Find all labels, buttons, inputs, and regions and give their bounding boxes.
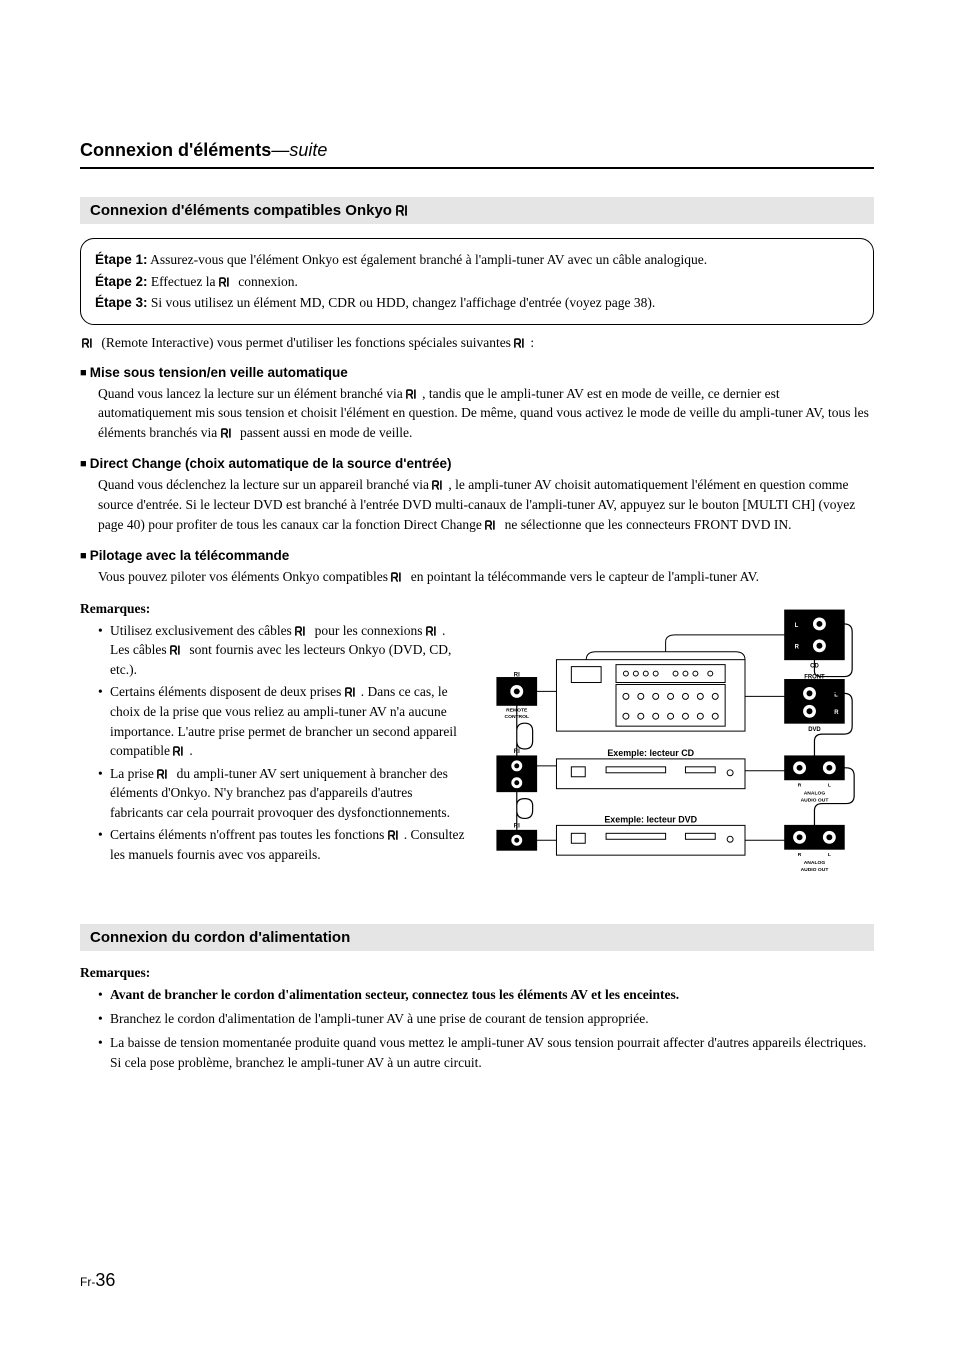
lbl-ex-dvd: Exemple: lecteur DVD	[604, 814, 697, 824]
sub1-a: Quand vous lancez la lecture sur un élém…	[98, 386, 406, 401]
remarques-list: Utilisez exclusivement des câbles pour l…	[80, 621, 467, 865]
lbl-ex-cd: Exemple: lecteur CD	[607, 748, 694, 758]
b2c: .	[189, 743, 192, 758]
step2-label: Étape 2:	[95, 274, 148, 289]
remarques-col: Remarques: Utilisez exclusivement des câ…	[80, 601, 467, 896]
lbl-dvd: DVD	[808, 727, 821, 733]
lbl-audioout: AUDIO OUT	[801, 797, 829, 803]
page-title: Connexion d'éléments—suite	[80, 140, 874, 169]
ri-icon	[345, 687, 361, 698]
steps-box: Étape 1: Assurez-vous que l'élément Onky…	[80, 238, 874, 325]
ri-icon	[170, 645, 186, 656]
title-suffix: —suite	[271, 140, 327, 160]
lbl-r: R	[834, 710, 839, 716]
step-3: Étape 3: Si vous utilisez un élément MD,…	[95, 292, 859, 314]
step3-text: Si vous utilisez un élément MD, CDR ou H…	[148, 295, 656, 310]
list-item: Avant de brancher le cordon d'alimentati…	[98, 985, 874, 1005]
b1b: pour les connexions	[311, 623, 426, 638]
power-b2: Branchez le cordon d'alimentation de l'a…	[110, 1011, 649, 1026]
remarques-diagram-row: Remarques: Utilisez exclusivement des câ…	[80, 601, 874, 896]
b3a: La prise	[110, 766, 157, 781]
ri-icon	[295, 626, 311, 637]
intro-a: (Remote Interactive) vous permet d'utili…	[98, 335, 514, 350]
list-item: Certains éléments n'offrent pas toutes l…	[98, 825, 467, 864]
sub1-c: passent aussi en mode de veille.	[237, 425, 413, 440]
ri-icon	[391, 572, 407, 583]
section-onkyo-heading-text: Connexion d'éléments compatibles Onkyo	[90, 202, 392, 219]
step2-text-a: Effectuez la	[148, 274, 219, 289]
page-prefix: Fr-	[80, 1275, 95, 1289]
remarques2-label: Remarques:	[80, 965, 874, 981]
sub2-a: Quand vous déclenchez la lecture sur un …	[98, 477, 432, 492]
ri-icon	[514, 338, 530, 349]
lbl-l: L	[795, 623, 799, 629]
step1-text: Assurez-vous que l'élément Onkyo est éga…	[148, 252, 708, 267]
ri-icon	[157, 769, 173, 780]
list-item: La prise du ampli-tuner AV sert uniqueme…	[98, 764, 467, 823]
ri-icon	[173, 746, 189, 757]
remarques-label: Remarques:	[80, 601, 467, 617]
list-item: Branchez le cordon d'alimentation de l'a…	[98, 1009, 874, 1029]
b2a: Certains éléments disposent de deux pris…	[110, 684, 345, 699]
lbl-r: R	[798, 852, 802, 858]
sub1-body: Quand vous lancez la lecture sur un élém…	[80, 384, 874, 443]
lbl-analog: ANALOG	[804, 860, 826, 866]
ri-icon	[82, 338, 98, 349]
step-1: Étape 1: Assurez-vous que l'élément Onky…	[95, 249, 859, 271]
ri-icon	[221, 428, 237, 439]
lbl-r: R	[798, 782, 802, 788]
sub3-body: Vous pouvez piloter vos éléments Onkyo c…	[80, 567, 874, 587]
title-main: Connexion d'éléments	[80, 140, 271, 160]
intro-b: :	[530, 335, 534, 350]
sub3-heading: Pilotage avec la télécommande	[80, 548, 874, 563]
lbl-l: L	[828, 782, 831, 788]
sub3-b: en pointant la télécommande vers le capt…	[407, 569, 759, 584]
lbl-r: R	[795, 644, 800, 650]
section-power-heading-text: Connexion du cordon d'alimentation	[90, 929, 350, 946]
ri-icon	[406, 389, 422, 400]
page-number: Fr-36	[80, 1270, 115, 1291]
lbl-in: IN	[811, 605, 817, 611]
sub2-body: Quand vous déclenchez la lecture sur un …	[80, 475, 874, 534]
lbl-l: L	[828, 852, 831, 858]
lbl-front: FRONT	[804, 674, 825, 680]
list-item: Utilisez exclusivement des câbles pour l…	[98, 621, 467, 680]
diagram-col: IN L R CD	[487, 601, 874, 896]
lbl-audioout: AUDIO OUT	[801, 867, 829, 873]
step1-label: Étape 1:	[95, 252, 148, 267]
connection-diagram: IN L R CD	[487, 601, 874, 891]
power-b1: Avant de brancher le cordon d'alimentati…	[110, 987, 679, 1002]
list-item: La baisse de tension momentanée produite…	[98, 1033, 874, 1074]
power-remarques-list: Avant de brancher le cordon d'alimentati…	[80, 985, 874, 1074]
step2-text-b: connexion.	[235, 274, 298, 289]
section-power-heading: Connexion du cordon d'alimentation	[80, 924, 874, 951]
page-num: 36	[95, 1270, 115, 1290]
ri-icon	[219, 277, 235, 288]
lbl-analog: ANALOG	[804, 790, 826, 796]
list-item: Certains éléments disposent de deux pris…	[98, 682, 467, 760]
ri-icon	[485, 520, 501, 531]
sub2-c: ne sélectionne que les connecteurs FRONT…	[501, 517, 791, 532]
power-b3: La baisse de tension momentanée produite…	[110, 1035, 866, 1070]
step-2: Étape 2: Effectuez la connexion.	[95, 271, 859, 293]
ri-icon	[396, 205, 414, 217]
b4a: Certains éléments n'offrent pas toutes l…	[110, 827, 388, 842]
step3-label: Étape 3:	[95, 295, 148, 310]
lbl-ri: RI	[514, 672, 520, 678]
sub3-a: Vous pouvez piloter vos éléments Onkyo c…	[98, 569, 391, 584]
ri-icon	[432, 480, 448, 491]
ri-intro: (Remote Interactive) vous permet d'utili…	[80, 335, 874, 351]
sub2-heading: Direct Change (choix automatique de la s…	[80, 456, 874, 471]
ri-icon	[426, 626, 442, 637]
ri-icon	[388, 830, 404, 841]
b1a: Utilisez exclusivement des câbles	[110, 623, 295, 638]
section-onkyo-heading: Connexion d'éléments compatibles Onkyo	[80, 197, 874, 224]
sub1-heading: Mise sous tension/en veille automatique	[80, 365, 874, 380]
